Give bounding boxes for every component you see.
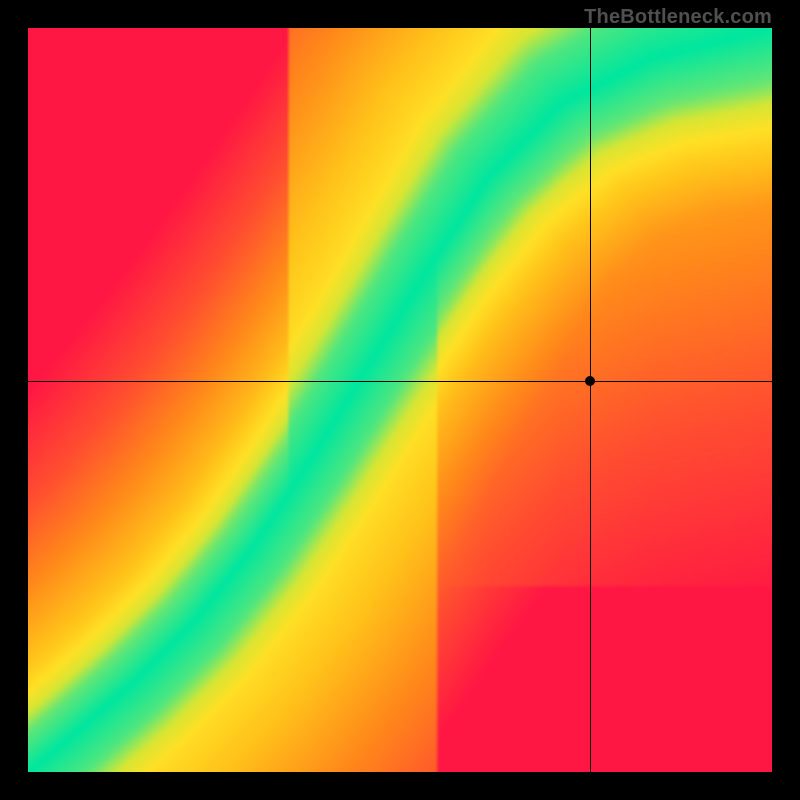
crosshair-horizontal <box>28 381 772 382</box>
crosshair-vertical <box>590 28 591 772</box>
selected-point-marker <box>585 376 595 386</box>
watermark-text: TheBottleneck.com <box>584 6 772 29</box>
plot-area <box>28 28 772 772</box>
bottleneck-heatmap <box>28 28 772 772</box>
